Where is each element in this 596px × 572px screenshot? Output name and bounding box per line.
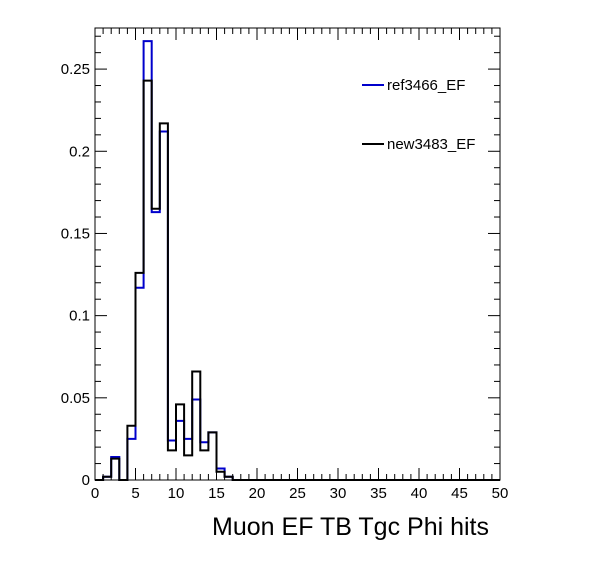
- y-tick-label: 0.2: [69, 143, 90, 160]
- y-tick-label: 0: [82, 472, 90, 489]
- x-tick-label: 10: [168, 485, 185, 502]
- x-tick-label: 0: [91, 485, 99, 502]
- plot-background: [95, 28, 500, 480]
- x-tick-label: 25: [289, 485, 306, 502]
- x-tick-label: 30: [330, 485, 347, 502]
- x-tick-label: 40: [411, 485, 428, 502]
- axis-layer: 0 5 10 15 20 25 30 35 40 45 50 0 0.05 0.1 0.15 0.2 0.25: [61, 28, 509, 502]
- y-tick-label: 0.05: [61, 390, 90, 407]
- y-tick-label: 0.25: [61, 61, 90, 78]
- legend-label-new3483_EF: new3483_EF: [387, 136, 475, 153]
- y-tick-label: 0.15: [61, 225, 90, 242]
- legend: ref3466_EF new3483_EF: [362, 77, 475, 153]
- x-axis-title: Muon EF TB Tgc Phi hits: [212, 513, 489, 541]
- x-tick-label: 15: [208, 485, 225, 502]
- legend-label-ref3466_EF: ref3466_EF: [387, 77, 465, 94]
- x-tick-label: 50: [492, 485, 509, 502]
- x-tick-label: 5: [131, 485, 139, 502]
- y-tick-label: 0.1: [69, 308, 90, 325]
- x-tick-label: 45: [451, 485, 468, 502]
- x-tick-label: 20: [249, 485, 266, 502]
- x-tick-label: 35: [370, 485, 387, 502]
